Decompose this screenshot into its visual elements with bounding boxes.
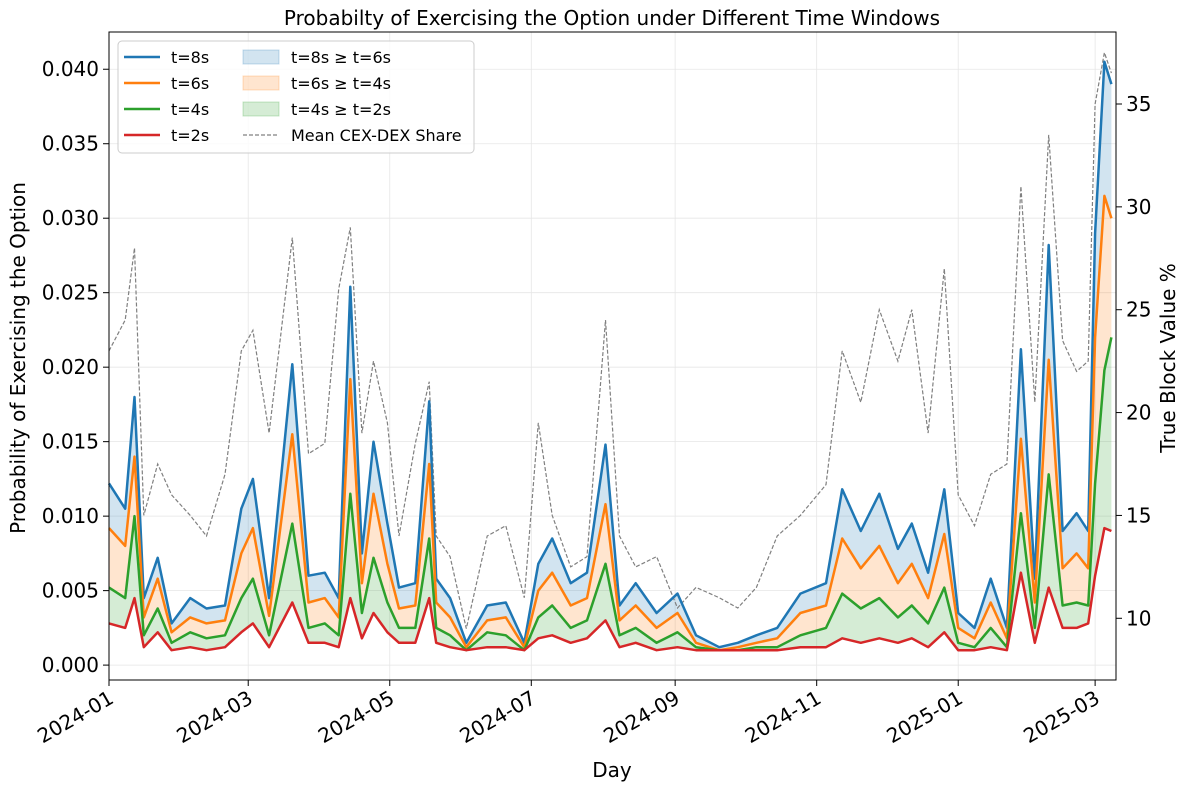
chart-title: Probabilty of Exercising the Option unde… (284, 6, 940, 30)
legend-label: t=4s (171, 100, 209, 119)
legend-label: Mean CEX-DEX Share (291, 126, 462, 145)
y-tick-label: 0.000 (42, 653, 99, 677)
fill-area-2 (109, 337, 1112, 651)
legend-label: t=6s ≥ t=4s (291, 74, 391, 93)
y-tick-label: 0.005 (42, 579, 99, 603)
legend-label: t=2s (171, 126, 209, 145)
y-tick-label: 0.025 (42, 281, 99, 305)
y2-tick-label: 25 (1126, 298, 1151, 322)
legend-swatch-fill (242, 75, 280, 91)
y2-axis-ticks: 10 15 20 25 30 35 (1116, 92, 1151, 630)
y2-tick-label: 20 (1126, 401, 1151, 425)
y2-axis-label: True Block Value % (1156, 263, 1180, 454)
legend-box (117, 40, 475, 154)
series-line-1 (108, 194, 1113, 652)
y2-tick-label: 35 (1126, 92, 1151, 116)
y-axis-ticks: 0.000 0.005 0.010 0.015 0.020 0.025 0.030 0.035… (42, 57, 109, 677)
y-tick-label: 0.010 (42, 504, 99, 528)
x-axis-label: Day (592, 758, 632, 782)
y2-tick-label: 30 (1126, 195, 1151, 219)
legend-swatch-fill (242, 49, 280, 65)
plot-frame (108, 31, 1117, 681)
y2-tick-label: 10 (1126, 606, 1151, 630)
y-tick-label: 0.015 (42, 430, 99, 454)
y-axis-label: Probability of Exercising the Option (6, 182, 30, 534)
series-line-0 (107, 60, 1113, 649)
secondary-series (108, 50, 1112, 629)
y2-tick-label: 15 (1126, 503, 1151, 527)
series-line-cex-dex-share (108, 50, 1112, 629)
legend-label: t=8s ≥ t=6s (291, 48, 391, 67)
legend-label: t=6s (171, 74, 209, 93)
legend-label: t=8s (171, 48, 209, 67)
series-line-3 (108, 526, 1112, 652)
y-tick-label: 0.030 (42, 206, 99, 230)
legend-swatch-fill (242, 101, 280, 117)
y-tick-label: 0.020 (42, 355, 99, 379)
legend-label: t=4s ≥ t=2s (291, 100, 391, 119)
series-line-2 (108, 337, 1113, 652)
y-tick-label: 0.040 (42, 57, 99, 81)
legend: t=8s t=6s t=4s t=2s t=8s ≥ t=6s t=6s ≥ t=4s t=… (117, 40, 475, 154)
y-tick-label: 0.035 (42, 132, 99, 156)
series-lines (107, 60, 1113, 652)
